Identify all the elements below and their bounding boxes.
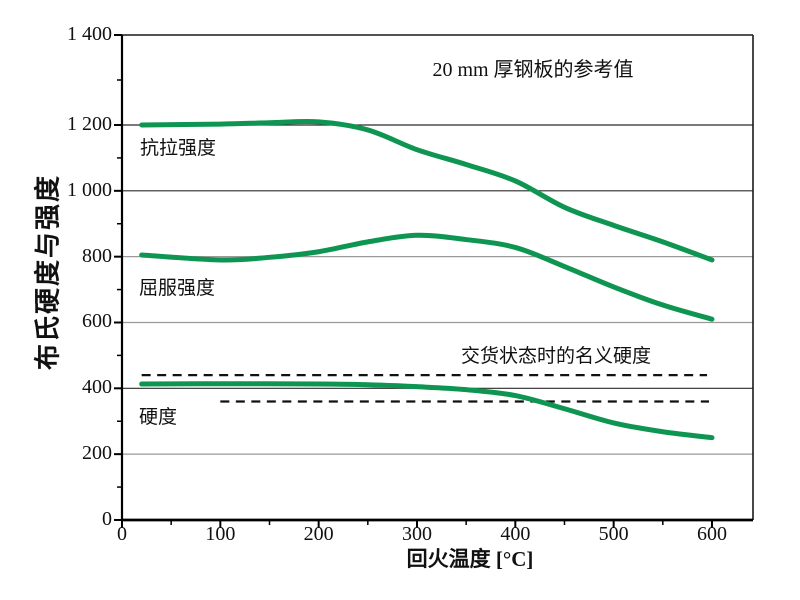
x-tick-label: 400 [500,523,531,545]
chart-annotation: 20 mm 厚钢板的参考值 [432,59,634,81]
y-tick-label: 1 000 [67,178,112,201]
x-tick-label: 0 [117,523,127,545]
yield-strength-label: 屈服强度 [139,277,216,299]
x-tick-label: 600 [696,523,727,545]
tensile-strength-curve [139,118,715,263]
x-tick-label: 100 [205,523,236,545]
y-tick-label: 400 [82,376,112,399]
hardness-curve [139,381,715,441]
x-tick-label: 200 [303,523,334,545]
hardness-label: 硬度 [139,406,178,428]
delivery-hardness-label: 交货状态时的名义硬度 [460,345,651,367]
y-tick-label: 600 [82,310,112,333]
yield-strength-curve [139,232,715,322]
y-tick-label: 800 [82,244,112,267]
x-tick-label: 500 [598,523,629,545]
x-axis-title: 回火温度 [°C] [406,547,534,571]
y-tick-label: 0 [102,507,112,530]
y-axis-title: 布氏硬度与强度 [33,173,64,371]
x-tick-label: 300 [401,523,432,545]
y-tick-label: 1 400 [67,23,112,45]
tensile-strength-label: 抗拉强度 [140,137,217,159]
y-tick-label: 1 200 [67,113,112,135]
y-tick-label: 200 [82,442,112,465]
